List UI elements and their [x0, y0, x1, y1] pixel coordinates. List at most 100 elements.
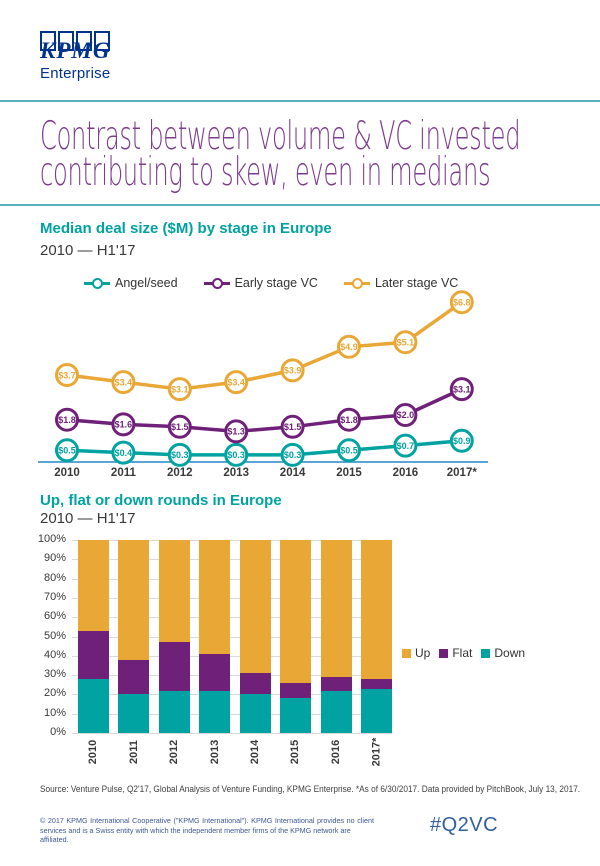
x-axis-label: 2016	[330, 739, 343, 765]
gridline	[72, 733, 392, 734]
bar-chart-subtitle: 2010 — H1'17	[40, 510, 136, 527]
legend1-item: Angel/seed	[84, 276, 178, 290]
svg-text:$4.9: $4.9	[340, 342, 358, 352]
logo-box-icon	[58, 31, 74, 51]
gridline	[72, 578, 392, 580]
svg-text:$0.3: $0.3	[284, 450, 302, 460]
bar-chart-title: Up, flat or down rounds in Europe	[40, 492, 282, 509]
svg-text:$0.3: $0.3	[171, 450, 189, 460]
segment-up	[78, 540, 109, 631]
logo-box-icon	[94, 31, 110, 51]
svg-text:$2.0: $2.0	[397, 410, 415, 420]
legend-label-up: Up	[415, 646, 431, 660]
svg-text:$3.9: $3.9	[284, 366, 302, 376]
kpmg-logo-text: KPMG	[40, 38, 111, 63]
legend2-item: Up	[402, 646, 430, 660]
segment-up	[118, 540, 150, 660]
svg-text:$1.5: $1.5	[284, 422, 302, 432]
line-marker-icon	[343, 277, 370, 290]
svg-text:$6.8: $6.8	[453, 297, 471, 307]
svg-text:$0.7: $0.7	[397, 441, 415, 451]
x-axis-label: 2017*	[370, 737, 383, 767]
x-axis-label: 2011	[127, 740, 140, 764]
x-axis-label: 2013	[208, 739, 221, 765]
svg-text:$1.8: $1.8	[340, 415, 358, 425]
svg-text:2012: 2012	[167, 467, 193, 479]
gridline	[72, 559, 392, 561]
square-swatch-icon	[481, 648, 491, 658]
gridline	[72, 597, 392, 599]
divider-title	[0, 204, 600, 206]
legend2-item: Flat	[439, 646, 472, 660]
bar-2016	[320, 540, 352, 733]
segment-up	[320, 540, 352, 677]
bar-2010	[78, 540, 109, 733]
bar-chart-bars	[78, 539, 392, 733]
segment-down	[199, 690, 231, 733]
gridline	[72, 617, 392, 619]
y-axis-label: 70%	[43, 590, 66, 603]
segment-down	[280, 698, 312, 733]
y-axis-label: 10%	[43, 706, 66, 719]
page-title: Contrast between volume & VC invested co…	[40, 117, 521, 192]
y-axis-label: 40%	[43, 648, 66, 661]
gridline	[72, 655, 392, 657]
segment-flat	[280, 682, 312, 699]
segment-flat	[158, 642, 190, 691]
source-note: Source: Venture Pulse, Q2'17, Global Ana…	[40, 784, 581, 794]
kpmg-logo-subtext: Enterprise	[40, 65, 111, 82]
legend-label-early-stage: Early stage VC	[234, 276, 318, 290]
svg-text:$0.4: $0.4	[115, 448, 133, 458]
divider-top	[0, 100, 600, 102]
y-axis-label: 0%	[50, 726, 66, 738]
line-marker-icon	[84, 277, 110, 290]
square-swatch-icon	[402, 648, 411, 658]
y-axis-label: 20%	[43, 687, 66, 700]
gridline	[72, 694, 392, 696]
kpmg-logo-boxes-icon	[40, 31, 110, 51]
svg-text:2016: 2016	[393, 467, 419, 479]
svg-text:2014: 2014	[280, 467, 306, 479]
svg-text:2015: 2015	[336, 467, 362, 479]
y-axis-label: 30%	[43, 668, 66, 681]
bar-chart-plot: 100% 90% 80% 70% 60% 50% 40% 30% 20% 10% 0% 2010 20…	[37, 533, 562, 784]
gridline	[72, 675, 392, 677]
bar-2013	[199, 539, 231, 733]
segment-up	[239, 540, 271, 674]
segment-up	[199, 539, 231, 654]
segment-down	[118, 694, 150, 733]
bar-2012	[158, 539, 190, 733]
segment-up	[280, 540, 312, 683]
segment-down	[360, 688, 392, 733]
bar-2017	[360, 539, 392, 733]
svg-text:2011: 2011	[111, 467, 137, 479]
y-axis-label: 100%	[37, 533, 66, 545]
svg-text:$0.9: $0.9	[453, 436, 471, 446]
segment-down	[78, 679, 109, 733]
svg-text:$1.5: $1.5	[171, 422, 189, 432]
legend-label-angel-seed: Angel/seed	[115, 276, 178, 290]
legend1-item: Later stage VC	[343, 276, 458, 290]
legend1-item: Early stage VC	[203, 276, 318, 290]
segment-up	[360, 539, 392, 679]
hashtag: #Q2VC	[430, 814, 499, 836]
svg-text:2010: 2010	[54, 467, 80, 479]
bar-chart-legend: Up Flat Down	[402, 646, 525, 660]
segment-flat	[118, 659, 150, 695]
line-chart-legend: Angel/seed Early stage VC Later stage VC	[84, 276, 458, 290]
line-chart-plot: 2010 2011 2012 2013 2014 2015 2016 2017* $0.5 $0.…	[38, 290, 488, 479]
segment-down	[158, 690, 190, 733]
logo-box-icon	[40, 31, 56, 51]
gridline	[72, 713, 392, 715]
copyright-note: © 2017 KPMG International Cooperative ("…	[40, 816, 374, 845]
svg-text:$3.1: $3.1	[171, 384, 189, 394]
x-axis-label: 2010	[87, 739, 100, 765]
x-axis-label: 2012	[168, 739, 181, 765]
line-chart-title: Median deal size ($M) by stage in Europe	[40, 220, 332, 237]
bar-2014	[239, 540, 271, 733]
legend2-item: Down	[481, 646, 525, 660]
bar-2015	[280, 540, 312, 733]
legend-label-down: Down	[494, 646, 526, 660]
copyright-line1: © 2017 KPMG International Cooperative ("…	[40, 816, 374, 825]
